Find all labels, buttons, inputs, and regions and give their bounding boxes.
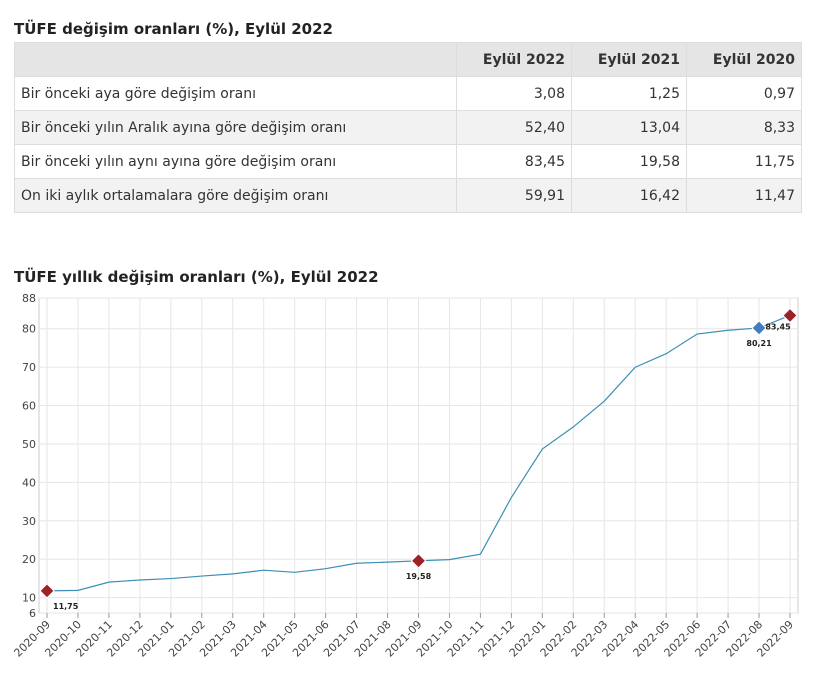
y-tick-label: 70: [22, 361, 36, 374]
y-tick-label: 60: [22, 400, 36, 413]
y-tick-label: 50: [22, 438, 36, 451]
marker: [751, 320, 767, 336]
table-cell: 0,97: [686, 76, 802, 111]
y-tick-label: 40: [22, 476, 36, 489]
table-cell: 16,42: [571, 178, 687, 213]
table-body: Bir önceki aya göre değişim oranı 3,08 1,2…: [14, 76, 802, 213]
table-cell: Bir önceki yılın aynı ayına göre değişim…: [14, 144, 457, 179]
table-row: Bir önceki yılın Aralık ayına göre değiş…: [14, 110, 802, 145]
table-cell: 11,47: [686, 178, 802, 213]
chart-title: TÜFE yıllık değişim oranları (%), Eylül …: [14, 268, 379, 286]
data-label: 11,75: [53, 602, 79, 611]
header-cell: Eylül 2020: [686, 42, 802, 77]
table-title: TÜFE değişim oranları (%), Eylül 2022: [14, 20, 333, 38]
header-cell: [14, 42, 457, 77]
marker: [782, 307, 798, 324]
y-tick-label: 30: [22, 515, 36, 528]
header-row: Eylül 2022 Eylül 2021 Eylül 2020: [14, 42, 802, 77]
header-cell: Eylül 2022: [456, 42, 572, 77]
table-cell: 11,75: [686, 144, 802, 179]
table-cell: 3,08: [456, 76, 572, 111]
data-label: 83,45: [765, 322, 791, 331]
table: Eylül 2022 Eylül 2021 Eylül 2020 Bir önc…: [14, 42, 802, 213]
table-cell: 8,33: [686, 110, 802, 145]
marker: [39, 583, 55, 599]
y-tick-label: 80: [22, 323, 36, 336]
table-cell: 13,04: [571, 110, 687, 145]
data-label: 80,21: [746, 339, 772, 348]
header-cell: Eylül 2021: [571, 42, 687, 77]
table-cell: 19,58: [571, 144, 687, 179]
table-cell: 52,40: [456, 110, 572, 145]
table-cell: Bir önceki aya göre değişim oranı: [14, 76, 457, 111]
data-label: 19,58: [406, 572, 432, 581]
table-row: Bir önceki yılın aynı ayına göre değişim…: [14, 144, 802, 179]
y-tick-label: 6: [29, 607, 36, 620]
table-cell: Bir önceki yılın Aralık ayına göre değiş…: [14, 110, 457, 145]
y-tick-label: 20: [22, 553, 36, 566]
y-tick-label: 10: [22, 592, 36, 605]
table-cell: 59,91: [456, 178, 572, 213]
table-cell: 1,25: [571, 76, 687, 111]
table-cell: On iki aylık ortalamalara göre değişim o…: [14, 178, 457, 213]
table-row: On iki aylık ortalamalara göre değişim o…: [14, 178, 802, 213]
chart: 61020304050607080882020-092020-102020-11…: [11, 292, 799, 660]
y-tick-label: 88: [22, 292, 36, 305]
table-row: Bir önceki aya göre değişim oranı 3,08 1,2…: [14, 76, 802, 111]
marker: [410, 553, 427, 569]
table-cell: 83,45: [456, 144, 572, 179]
